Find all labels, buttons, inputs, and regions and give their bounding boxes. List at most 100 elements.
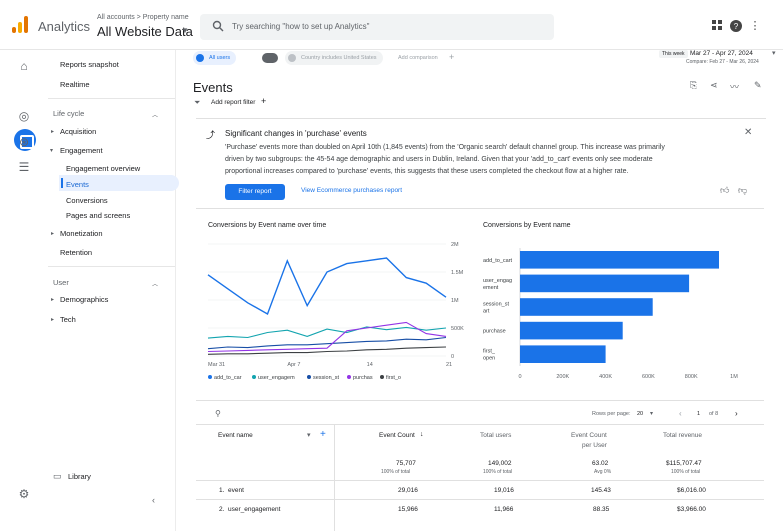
toggle-icon[interactable] xyxy=(262,53,278,63)
nav-engagement-overview[interactable]: Engagement overview xyxy=(66,164,141,173)
insight-line: proportional increases compared to 'purc… xyxy=(225,168,629,175)
bar-chart-title: Conversions by Event name xyxy=(483,222,571,229)
bar-category-label: add_to_cart xyxy=(483,258,513,264)
row-event-count: 15,966 xyxy=(398,506,418,513)
table-col-divider xyxy=(334,424,335,531)
nav-events[interactable]: Events xyxy=(66,180,89,189)
x-tick-label: Mar 31 xyxy=(208,362,225,368)
nav-engagement[interactable]: Engagement xyxy=(60,146,103,155)
table-divider xyxy=(196,499,764,500)
rows-per-page-select[interactable]: 20 xyxy=(637,411,644,417)
collapse-arrow-icon[interactable]: ▾ xyxy=(50,148,54,154)
row-per-user: 88.35 xyxy=(593,506,610,513)
row-event-name[interactable]: user_engagement xyxy=(228,506,281,513)
thumbs-up-icon[interactable]: 👍︎ xyxy=(720,185,730,195)
expand-arrow-icon[interactable]: ▸ xyxy=(51,317,55,323)
apps-grid-icon[interactable] xyxy=(711,20,723,32)
add-filter-plus-icon[interactable]: + xyxy=(261,96,267,106)
table-search-icon[interactable]: ⚲ xyxy=(215,409,221,418)
nav-retention[interactable]: Retention xyxy=(60,248,93,257)
y-tick-label: 1M xyxy=(451,298,459,304)
col-event-name[interactable]: Event name xyxy=(218,432,253,439)
collapse-icon[interactable]: ︿ xyxy=(152,113,159,119)
help-icon[interactable]: ? xyxy=(730,20,742,32)
nav-library[interactable]: Library xyxy=(68,472,91,481)
row-event-count: 29,016 xyxy=(398,487,418,494)
analytics-logo-icon[interactable] xyxy=(12,15,30,33)
add-comparison-plus-icon[interactable]: + xyxy=(449,52,455,62)
chip-country[interactable]: Country includes United States xyxy=(285,51,383,65)
rows-dropdown-icon[interactable]: ▾ xyxy=(650,411,654,417)
col-event-count-per-user[interactable]: Event Count xyxy=(571,432,607,439)
x-tick-label: 400K xyxy=(599,374,612,380)
advertising-icon[interactable]: ⊛ xyxy=(18,135,30,149)
legend-swatch xyxy=(208,375,212,379)
insight-line: driven by two subgroups: the 45-54 age d… xyxy=(225,156,653,163)
filter-report-button[interactable]: Filter report xyxy=(225,184,285,200)
nav-reports-snapshot[interactable]: Reports snapshot xyxy=(60,60,119,69)
date-badge: This week xyxy=(659,50,688,58)
legend-label: purchas xyxy=(353,375,373,381)
x-tick-label: 1M xyxy=(730,374,738,380)
home-icon[interactable]: ⌂ xyxy=(20,59,28,73)
page-current[interactable]: 1 xyxy=(697,411,701,417)
dimension-dropdown-icon[interactable]: ▾ xyxy=(307,432,311,439)
col-total-users[interactable]: Total users xyxy=(480,432,512,439)
col-total-revenue[interactable]: Total revenue xyxy=(663,432,703,439)
row-index: 1. xyxy=(219,487,225,494)
account-selector[interactable]: All Website Data xyxy=(97,24,193,39)
configure-icon[interactable]: ☰ xyxy=(18,160,30,174)
add-comparison[interactable]: Add comparison xyxy=(398,55,438,61)
nav-realtime[interactable]: Realtime xyxy=(60,80,90,89)
prev-page-icon[interactable]: ‹ xyxy=(679,409,682,418)
col-event-count[interactable]: Event Count xyxy=(379,432,415,439)
caret-down-icon[interactable]: ▼ xyxy=(181,26,189,35)
nav-demographics[interactable]: Demographics xyxy=(60,295,109,304)
view-purchases-link[interactable]: View Ecommerce purchases report xyxy=(301,187,403,194)
chip-all-users[interactable]: All users xyxy=(193,51,237,65)
next-page-icon[interactable]: › xyxy=(735,409,738,418)
x-tick-label: 800K xyxy=(685,374,698,380)
nav-acquisition[interactable]: Acquisition xyxy=(60,127,97,136)
bar-category-label: open xyxy=(483,356,495,362)
more-vert-icon[interactable]: ⋮ xyxy=(749,20,761,32)
add-report-filter[interactable]: Add report filter xyxy=(211,99,256,106)
bar-category-label: purchase xyxy=(483,329,506,335)
close-icon[interactable]: ✕ xyxy=(744,127,753,138)
segment-dot-icon xyxy=(196,54,204,62)
legend-swatch xyxy=(307,375,311,379)
collapse-icon[interactable]: ︿ xyxy=(152,282,159,288)
reports-icon[interactable] xyxy=(14,129,36,151)
nav-monetization[interactable]: Monetization xyxy=(60,229,103,238)
expand-arrow-icon[interactable]: ▸ xyxy=(51,297,55,303)
add-dimension-plus-icon[interactable]: + xyxy=(320,429,326,440)
bar-category-label: session_st xyxy=(483,302,509,308)
row-event-name[interactable]: event xyxy=(228,487,244,494)
pencil-icon[interactable]: ✎ xyxy=(754,80,762,90)
nav-conversions[interactable]: Conversions xyxy=(66,196,108,205)
nav-tech[interactable]: Tech xyxy=(60,315,76,324)
nav-pages-screens[interactable]: Pages and screens xyxy=(66,211,131,220)
total-revenue-sub: 100% of total xyxy=(671,469,701,475)
bar-category-label: user_engag xyxy=(483,278,512,284)
date-range[interactable]: Mar 27 - Apr 27, 2024 xyxy=(690,50,753,57)
expand-arrow-icon[interactable]: ▸ xyxy=(51,129,55,135)
table-divider xyxy=(196,424,764,425)
insights-icon[interactable]: 〰 xyxy=(730,82,740,92)
line-chart-title: Conversions by Event name over time xyxy=(208,222,327,229)
collapse-nav-chevron-icon[interactable]: ‹ xyxy=(152,495,155,505)
thumbs-down-icon[interactable]: 👎︎ xyxy=(738,185,748,195)
segment-dot-icon xyxy=(288,54,296,62)
insight-title: Significant changes in 'purchase' events xyxy=(225,129,367,138)
settings-gear-icon[interactable]: ⚙ xyxy=(18,487,30,501)
nav-divider xyxy=(48,266,175,267)
edit-report-icon[interactable]: ⎘ xyxy=(690,80,698,90)
x-tick-label: 0 xyxy=(518,374,521,380)
sort-desc-icon[interactable]: ↓ xyxy=(420,431,424,438)
expand-arrow-icon[interactable]: ▸ xyxy=(51,231,55,237)
total-users-value: 149,002 xyxy=(488,460,512,467)
search-bar[interactable]: Try searching "how to set up Analytics" xyxy=(200,14,554,40)
explore-icon[interactable]: ◎ xyxy=(18,109,30,123)
date-caret-icon[interactable]: ▾ xyxy=(772,50,776,57)
share-icon[interactable]: ⋖ xyxy=(710,80,718,90)
